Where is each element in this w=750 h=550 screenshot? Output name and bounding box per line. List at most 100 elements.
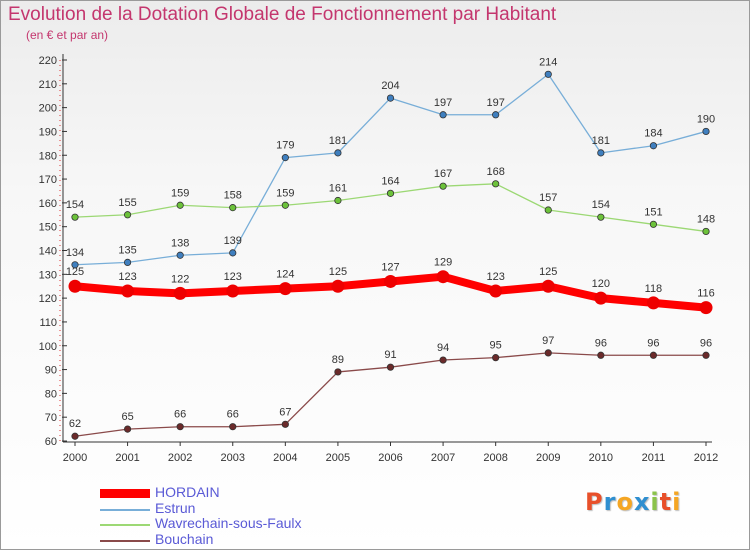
data-label: 164	[381, 175, 399, 187]
data-label: 167	[434, 168, 452, 180]
data-label: 127	[381, 261, 399, 273]
legend-swatch	[100, 524, 150, 526]
x-tick-label: 2010	[589, 452, 613, 464]
y-tick-label: 220	[39, 55, 57, 67]
data-point	[281, 420, 289, 428]
data-point	[492, 354, 500, 362]
data-point	[123, 425, 132, 433]
logo-letter: o	[616, 488, 634, 516]
data-label: 179	[276, 140, 294, 152]
y-tick-label: 110	[39, 317, 57, 329]
data-label: 125	[66, 266, 84, 278]
legend-item: Wavrechain-sous-Faulx	[100, 515, 360, 533]
data-label: 91	[384, 349, 396, 361]
data-label: 123	[224, 271, 242, 283]
x-tick-label: 2009	[536, 452, 560, 464]
data-label: 118	[645, 283, 663, 295]
data-label: 138	[171, 237, 189, 249]
series-estrun: 134 135 138 139 179 181 204 197 197 214 181 184 190	[66, 56, 715, 269]
x-tick-label: 2000	[63, 452, 87, 464]
y-tick-label: 70	[45, 412, 57, 424]
data-label: 148	[697, 213, 715, 225]
y-tick-label: 80	[45, 388, 57, 400]
data-label: 135	[118, 244, 136, 256]
data-point	[386, 363, 395, 371]
data-label: 197	[434, 97, 452, 109]
data-point	[699, 301, 713, 315]
data-point	[384, 274, 397, 288]
data-label: 214	[539, 56, 557, 68]
data-point	[278, 282, 292, 296]
y-tick-label: 60	[45, 436, 57, 448]
data-point	[439, 111, 447, 119]
data-label: 139	[224, 235, 242, 247]
legend-swatch	[100, 508, 150, 511]
data-point	[281, 154, 289, 162]
y-tick-label: 190	[39, 126, 57, 138]
data-point	[646, 296, 660, 310]
data-point	[121, 284, 135, 298]
x-tick-label: 2004	[273, 452, 297, 464]
series-bouchain: 62 65 66 66 67 89 91 94 95 97 96 96 96	[69, 335, 712, 440]
legend-item: Estrun	[100, 500, 360, 518]
x-tick-label: 2001	[115, 452, 139, 464]
data-point	[702, 227, 710, 236]
data-label: 94	[437, 342, 449, 354]
data-point	[331, 279, 345, 293]
y-tick-label: 160	[39, 198, 57, 210]
x-tick-label: 2005	[326, 452, 350, 464]
data-point	[68, 279, 82, 293]
data-point	[281, 201, 289, 209]
data-label: 157	[539, 192, 557, 204]
x-tick-label: 2003	[221, 452, 245, 464]
data-label: 197	[486, 97, 504, 109]
data-point	[71, 432, 79, 440]
data-label: 181	[329, 135, 347, 147]
data-point	[492, 111, 500, 119]
data-label: 66	[227, 409, 239, 421]
data-point	[334, 368, 342, 376]
logo-letter: r	[603, 488, 617, 516]
legend-swatch	[100, 539, 150, 542]
data-point	[176, 201, 184, 209]
data-label: 125	[539, 266, 557, 278]
data-label: 65	[121, 411, 133, 423]
x-tick-label: 2008	[483, 452, 507, 464]
data-label: 96	[700, 337, 712, 349]
logo-letter: t	[659, 488, 673, 516]
y-tick-label: 90	[45, 365, 57, 377]
x-tick-label: 2012	[694, 452, 718, 464]
data-point	[436, 270, 450, 284]
data-label: 123	[118, 271, 136, 283]
data-point	[544, 70, 552, 78]
data-point	[492, 180, 500, 188]
data-point	[386, 189, 395, 197]
data-point	[71, 261, 79, 269]
data-label: 95	[490, 340, 502, 352]
data-label: 181	[592, 135, 610, 147]
data-point	[334, 196, 342, 205]
logo-letter: i	[672, 488, 682, 516]
data-label: 161	[329, 182, 347, 194]
y-tick-label: 100	[39, 341, 57, 353]
legend-label: HORDAIN	[155, 484, 220, 500]
data-point	[123, 211, 132, 219]
y-tick-label: 200	[39, 103, 57, 115]
data-point	[702, 351, 710, 359]
legend-label: Bouchain	[155, 530, 214, 547]
legend: HORDAIN Estrun Wavrechain-sous-Faulx Boucha…	[100, 484, 360, 548]
y-tick-label: 150	[39, 222, 57, 234]
data-label: 154	[592, 199, 610, 211]
data-label: 134	[66, 247, 84, 259]
data-label: 67	[279, 406, 291, 418]
data-point	[541, 279, 555, 293]
legend-swatch	[100, 489, 150, 498]
data-point	[229, 423, 237, 431]
data-point	[649, 220, 658, 228]
data-point	[649, 142, 658, 150]
y-tick-label: 180	[39, 150, 57, 162]
x-tick-label: 2011	[642, 452, 666, 464]
data-point	[229, 249, 237, 257]
data-label: 124	[276, 269, 294, 281]
data-point	[334, 149, 342, 157]
